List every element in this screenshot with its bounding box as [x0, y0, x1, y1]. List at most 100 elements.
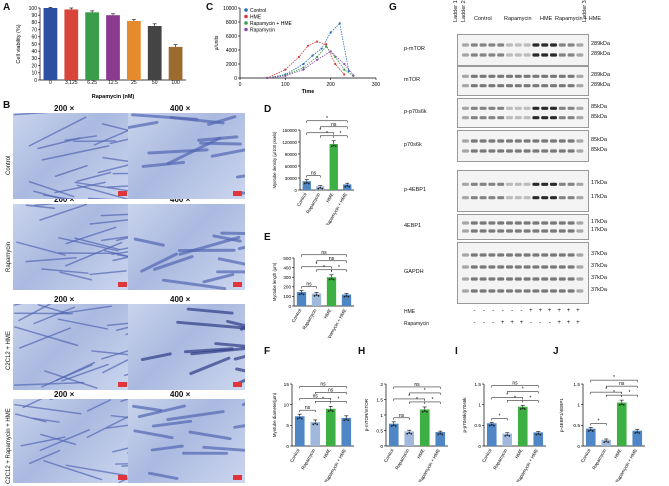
data-point	[331, 410, 334, 412]
micrograph-image	[13, 113, 130, 199]
y-tick-label: 0	[577, 444, 580, 450]
y-axis-label: μ/units	[214, 35, 220, 50]
treatment-sign: -	[482, 320, 485, 326]
data-point	[346, 185, 349, 187]
bar	[343, 184, 352, 190]
y-axis-label: Cell viability (%)	[16, 24, 22, 63]
panel-letter-f: F	[264, 346, 271, 357]
bar	[311, 293, 322, 306]
x-tick-label: Control	[481, 448, 493, 463]
x-tick-label: 300	[372, 82, 381, 88]
x-tick-label: 6.25	[87, 80, 97, 86]
significance-bracket	[491, 385, 539, 388]
series-point	[297, 55, 301, 59]
x-tick-label: 200	[326, 82, 335, 88]
treatment-sign: +	[538, 308, 543, 314]
y-tick-label: 10	[31, 71, 37, 77]
data-point	[521, 407, 524, 410]
data-point	[634, 432, 637, 434]
blot-image	[457, 130, 589, 162]
blot-protein-label: 4EBP1	[404, 223, 422, 229]
significance-bracket	[299, 398, 331, 401]
data-point	[603, 441, 606, 443]
x-tick-label: 3.125	[65, 80, 78, 86]
significance-bracket	[590, 423, 607, 426]
bar	[329, 144, 338, 190]
myotube-pattern	[13, 399, 130, 483]
y-tick-label: 90	[31, 13, 37, 19]
data-point	[421, 410, 424, 413]
bar	[419, 409, 430, 446]
legend-marker	[244, 8, 248, 12]
series-point	[311, 54, 314, 57]
molecular-weight-label: 289kDa	[591, 51, 610, 57]
data-point	[319, 187, 322, 189]
treatment-sign: -	[501, 308, 504, 314]
data-point	[348, 185, 351, 188]
x-tick-label: Rapamycin	[302, 308, 318, 331]
data-point	[410, 432, 413, 435]
data-point	[587, 430, 590, 432]
significance-label: *	[499, 413, 501, 419]
data-point	[406, 432, 409, 435]
scale-bar	[233, 282, 242, 287]
y-tick-label: 0	[234, 76, 237, 82]
significance-bracket	[330, 401, 347, 404]
blot-image	[457, 242, 589, 304]
y-axis-label: Myotube length (μm)	[272, 262, 277, 301]
series-point	[320, 47, 323, 50]
significance-bracket	[621, 394, 638, 398]
x-tick-label: Rapamycin	[591, 448, 607, 471]
significance-label: *	[338, 265, 340, 271]
micrograph-image	[13, 304, 130, 390]
legend-marker	[244, 21, 248, 25]
significance-label: *	[322, 396, 324, 402]
treatment-sign: -	[492, 308, 495, 314]
molecular-weight-label: 17kDa	[591, 180, 607, 187]
bar	[294, 416, 305, 446]
y-axis-label: p-mTOR/mTOR	[364, 398, 369, 431]
series-point	[352, 74, 355, 77]
molecular-weight-label: 17kDa	[591, 193, 607, 200]
significance-label: ns	[305, 405, 311, 411]
y-tick-label: 8000	[226, 20, 237, 26]
panel-letter-a: A	[3, 2, 11, 13]
scale-bar	[233, 382, 242, 387]
y-axis-label: Myotube density (μ/100 pixels)	[272, 131, 277, 188]
data-point	[636, 431, 639, 434]
data-point	[344, 185, 347, 188]
panel-letter-i: I	[455, 346, 458, 357]
significance-bracket	[299, 409, 316, 413]
significance-label: *	[424, 388, 426, 394]
data-point	[423, 410, 426, 412]
data-point	[506, 434, 509, 436]
bar	[533, 432, 544, 446]
mag-200-label: 200 ×	[54, 104, 75, 113]
data-point	[317, 187, 320, 190]
x-tick-label: HME	[613, 448, 622, 459]
y-tick-label: 6000	[226, 34, 237, 40]
significance-label: *	[514, 395, 516, 401]
data-point	[439, 432, 442, 435]
series-line	[267, 41, 345, 79]
data-point	[490, 423, 493, 426]
significance-label: ns	[320, 381, 326, 387]
treatment-sign: -	[548, 320, 551, 326]
mag-200-label: 200 ×	[54, 295, 75, 304]
data-point	[345, 418, 348, 421]
y-tick-label: 200	[283, 285, 291, 290]
significance-label: ns	[619, 381, 625, 387]
blot-image	[457, 170, 589, 212]
data-point	[343, 295, 346, 298]
significance-label: *	[323, 265, 325, 271]
treatment-sign: +	[529, 308, 533, 314]
x-tick-label: 0	[239, 82, 242, 88]
bar	[147, 26, 162, 80]
molecular-weight-label: 85kDa	[591, 113, 607, 120]
bar	[517, 406, 528, 446]
data-point	[618, 404, 621, 406]
bar	[341, 294, 352, 306]
data-point	[347, 419, 350, 422]
